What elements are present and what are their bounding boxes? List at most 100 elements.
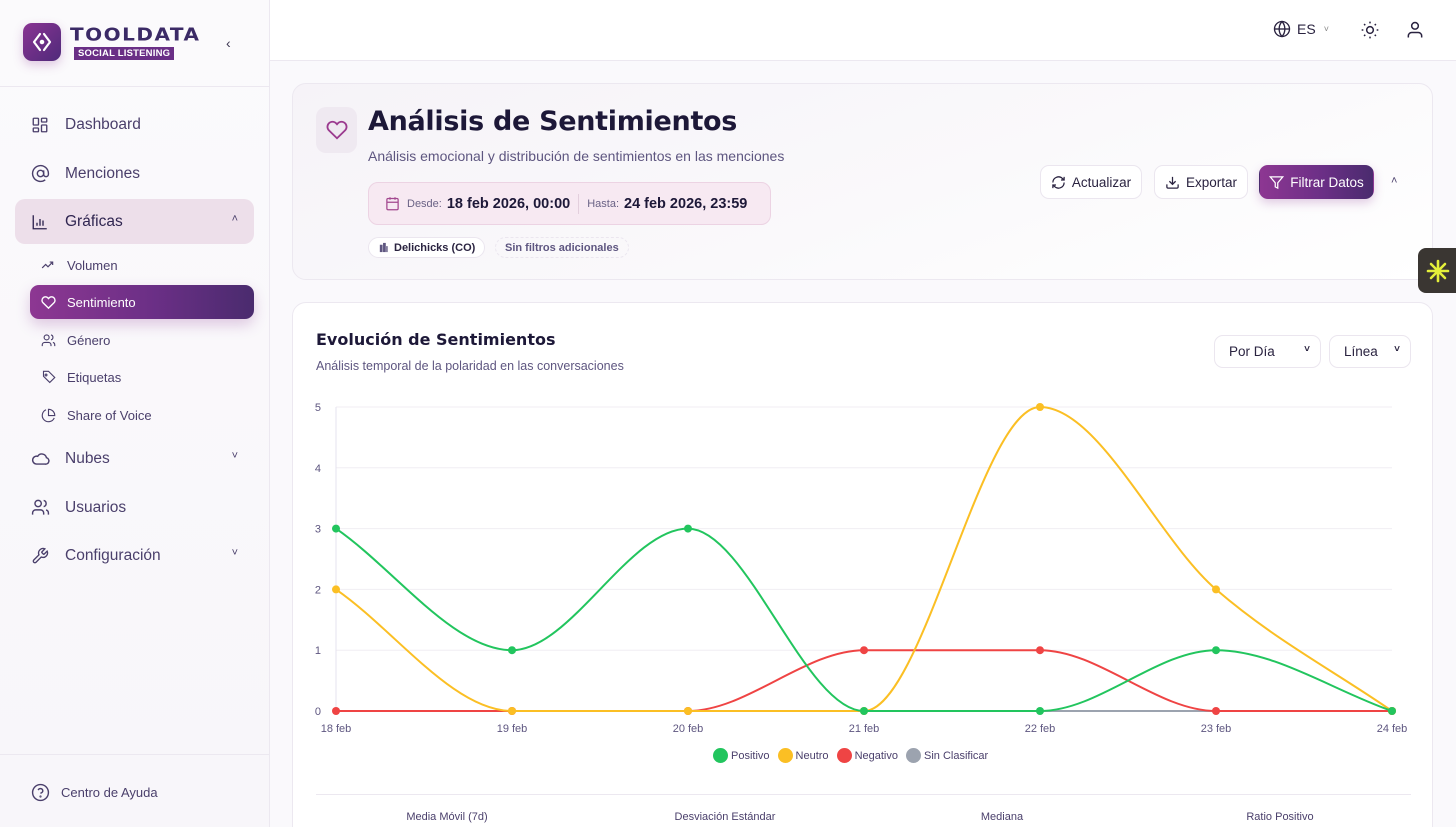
bar-chart-icon	[30, 212, 50, 232]
sidebar-subitem-etiquetas[interactable]: Etiquetas	[30, 360, 254, 394]
user-menu-button[interactable]	[1405, 19, 1425, 41]
chart-title: Evolución de Sentimientos	[316, 330, 556, 349]
sidebar-subitem-genero[interactable]: Género	[30, 323, 254, 357]
extra-filters-chip[interactable]: Sin filtros adicionales	[495, 237, 629, 258]
logo-icon[interactable]	[23, 23, 61, 61]
stat-positive-ratio-label: Ratio Positivo	[1246, 811, 1314, 823]
language-selector[interactable]: ES ˅	[1273, 20, 1329, 38]
data-point[interactable]	[332, 707, 340, 715]
legend-dot-icon	[905, 748, 921, 763]
chip-label: Sin filtros adicionales	[505, 241, 619, 254]
data-point[interactable]	[1036, 707, 1044, 715]
cloud-icon	[30, 449, 50, 469]
page-title: Análisis de Sentimientos	[368, 106, 738, 137]
page-subtitle: Análisis emocional y distribución de sen…	[368, 148, 785, 164]
pie-chart-icon	[40, 407, 56, 423]
y-tick-label: 4	[315, 463, 321, 475]
period-select[interactable]: Por Día ˅	[1214, 335, 1321, 368]
data-point[interactable]	[684, 707, 692, 715]
line-chart[interactable]: 0 1 2 3 4 5 18 feb 19 feb 20 feb 21 feb 22 feb 23 f…	[293, 303, 1434, 743]
data-point[interactable]	[332, 524, 340, 533]
sidebar-subitem-label: Sentimiento	[67, 294, 136, 310]
chart-type-select[interactable]: Línea ˅	[1329, 335, 1411, 368]
data-point[interactable]	[860, 707, 868, 715]
legend-item[interactable]: Positivo	[713, 748, 770, 763]
sidebar-subitem-volumen[interactable]: Volumen	[30, 248, 254, 282]
data-point[interactable]	[1212, 585, 1220, 594]
globe-icon	[1273, 20, 1291, 38]
refresh-button[interactable]: Actualizar	[1040, 165, 1142, 199]
sidebar-item-graficas[interactable]: Gráficas ˄	[15, 199, 254, 244]
filter-icon	[1269, 175, 1285, 189]
data-point[interactable]	[1388, 707, 1396, 715]
sidebar-item-label: Menciones	[65, 164, 140, 182]
refresh-icon	[1052, 175, 1065, 189]
building-icon	[379, 242, 388, 253]
sidebar-item-nubes[interactable]: Nubes ˅	[15, 436, 254, 481]
stat-moving-average-label: Media Móvil (7d)	[406, 811, 488, 823]
sentiment-chart-card: Evolución de Sentimientos Análisis tempo…	[292, 302, 1433, 827]
legend-label: Positivo	[731, 749, 770, 762]
date-range-picker[interactable]: Desde: 18 feb 2026, 00:00 Hasta: 24 feb …	[368, 182, 771, 225]
legend-item[interactable]: Sin Clasificar	[905, 748, 988, 763]
sidebar-item-menciones[interactable]: Menciones	[15, 151, 254, 196]
data-point[interactable]	[508, 707, 516, 715]
sidebar-item-label: Gráficas	[65, 212, 123, 230]
sun-icon	[1361, 21, 1379, 39]
language-code: ES	[1297, 21, 1316, 37]
floating-widget-button[interactable]	[1418, 248, 1456, 293]
data-point[interactable]	[1212, 707, 1220, 715]
sidebar-item-configuracion[interactable]: Configuración ˅	[15, 533, 254, 578]
stats-divider	[316, 794, 1411, 795]
date-separator	[578, 193, 580, 214]
brand-filter-chip[interactable]: Delichicks (CO)	[368, 237, 486, 258]
sidebar-subitem-label: Etiquetas	[67, 369, 122, 385]
series-line-negativo[interactable]	[336, 649, 1392, 713]
filter-data-button[interactable]: Filtrar Datos	[1259, 165, 1374, 199]
sidebar-subitem-sentimiento[interactable]: Sentimiento	[30, 285, 254, 319]
chip-label: Delichicks (CO)	[394, 241, 476, 254]
chevron-down-icon: ˅	[1323, 24, 1329, 34]
legend-dot-icon	[713, 748, 728, 763]
data-point[interactable]	[508, 646, 516, 655]
y-tick-label: 0	[315, 706, 321, 718]
data-point[interactable]	[860, 646, 868, 655]
export-label: Exportar	[1185, 174, 1238, 190]
data-point[interactable]	[1212, 646, 1220, 655]
data-point[interactable]	[684, 524, 692, 533]
collapse-sidebar-button[interactable]: ‹	[226, 35, 231, 51]
legend-item[interactable]: Neutro	[777, 748, 829, 763]
x-tick-label: 22 feb	[1025, 723, 1056, 735]
sidebar-item-dashboard[interactable]: Dashboard	[15, 102, 254, 147]
x-tick-label: 24 feb	[1377, 723, 1408, 735]
legend-item[interactable]: Negativo	[836, 748, 898, 763]
x-tick-label: 19 feb	[497, 723, 528, 735]
sidebar-subitem-share-of-voice[interactable]: Share of Voice	[30, 398, 254, 432]
chevron-down-icon: ˅	[1304, 344, 1310, 355]
help-center-label: Centro de Ayuda	[61, 784, 158, 800]
legend-dot-icon	[777, 748, 793, 763]
series-line-positivo[interactable]	[335, 527, 1393, 713]
data-point[interactable]	[1036, 403, 1044, 411]
export-button[interactable]: Exportar	[1154, 165, 1248, 199]
at-sign-icon	[30, 164, 50, 184]
x-tick-label: 23 feb	[1201, 723, 1232, 735]
brand-name: TOOLDATA	[70, 23, 201, 45]
data-point[interactable]	[332, 585, 340, 594]
theme-toggle-button[interactable]	[1360, 20, 1380, 40]
data-point[interactable]	[1036, 646, 1044, 655]
series-line-neutro[interactable]	[335, 405, 1393, 713]
calendar-icon	[386, 197, 399, 211]
sparkle-icon	[1426, 259, 1450, 282]
sidebar-item-usuarios[interactable]: Usuarios	[15, 485, 254, 530]
chevron-down-icon: ˅	[231, 450, 238, 462]
sidebar-item-label: Dashboard	[65, 115, 141, 133]
grid-icon	[30, 115, 50, 135]
chart-type-value: Línea	[1344, 344, 1378, 359]
wrench-icon	[30, 546, 50, 566]
heart-icon	[40, 294, 56, 310]
help-center-link[interactable]: Centro de Ayuda	[30, 782, 158, 802]
help-circle-icon	[30, 782, 50, 802]
collapse-header-button[interactable]: ˄	[1391, 175, 1398, 187]
y-tick-label: 2	[315, 584, 321, 596]
